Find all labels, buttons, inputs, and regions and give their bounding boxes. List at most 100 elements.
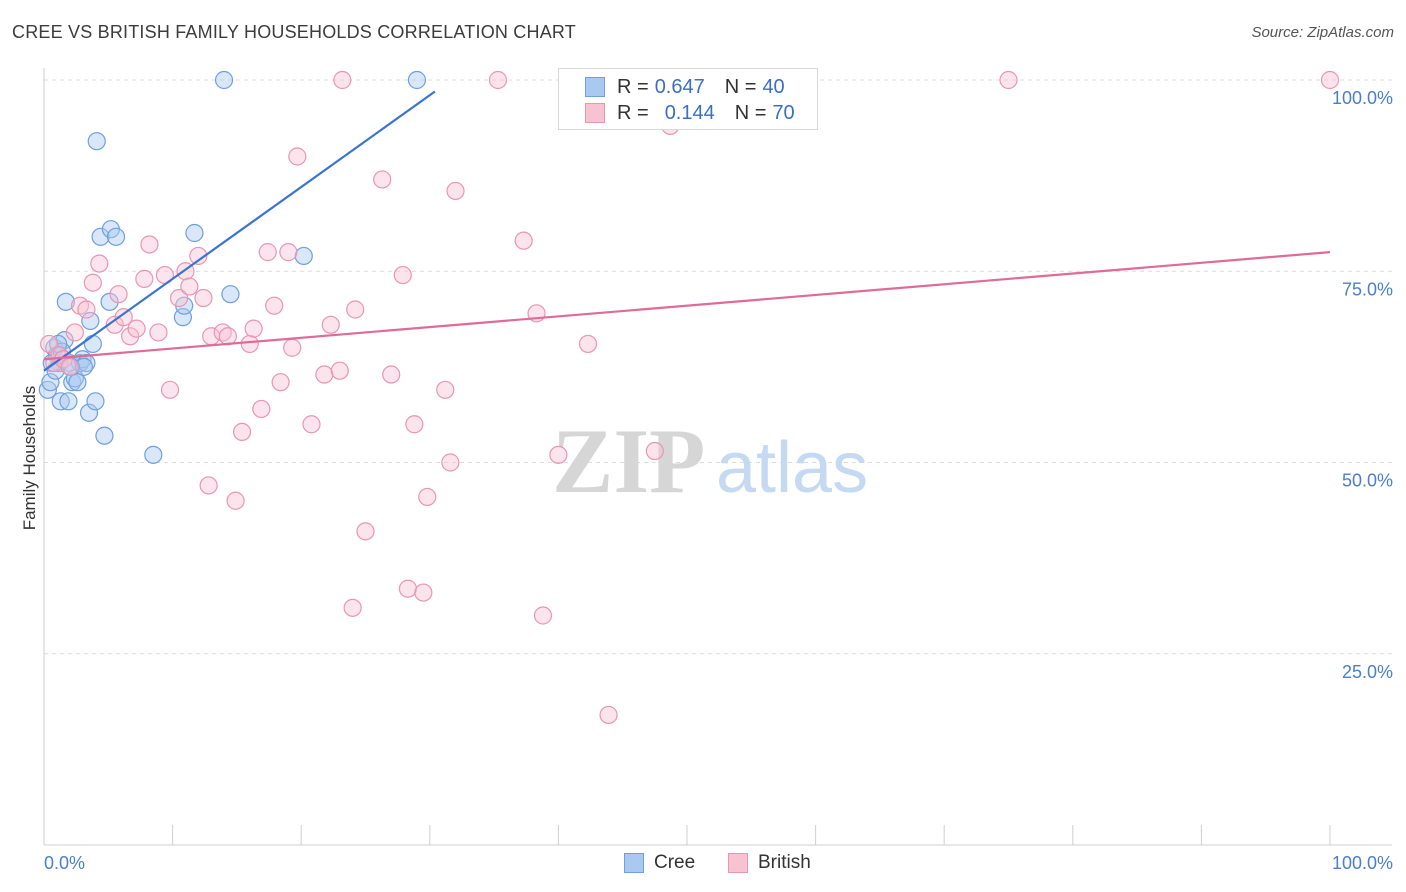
british-point xyxy=(232,422,252,441)
y-axis-label: Family Households xyxy=(20,385,39,531)
x-tick-label: 100.0% xyxy=(1332,853,1393,873)
data-points xyxy=(38,70,1340,725)
legend-row-cree: R = 0.647 N = 40 xyxy=(585,75,785,99)
british-point xyxy=(578,334,598,354)
british-point xyxy=(149,323,168,342)
cree-point xyxy=(144,445,163,464)
cree-point xyxy=(173,308,192,327)
n-label: N = xyxy=(734,101,767,124)
watermark-zip: ZIP xyxy=(552,410,705,512)
british-point xyxy=(194,288,213,308)
r-value: 0.647 xyxy=(654,75,705,98)
axes xyxy=(43,68,1392,846)
cree-point xyxy=(214,70,234,90)
cree-trend-line xyxy=(43,90,436,372)
british-point xyxy=(599,705,618,725)
cree-point xyxy=(51,392,70,411)
y-tick-label: 100.0% xyxy=(1332,88,1393,108)
cree-point xyxy=(185,223,204,243)
british-point xyxy=(405,415,424,434)
british-swatch xyxy=(728,853,748,873)
british-point xyxy=(252,399,271,419)
r-label: R = xyxy=(617,75,649,98)
r-label: R = xyxy=(617,101,649,124)
legend-item-cree[interactable]: Cree xyxy=(624,852,695,874)
british-point xyxy=(418,487,437,507)
british-point xyxy=(109,285,128,304)
british-point xyxy=(382,365,401,384)
british-point xyxy=(436,380,455,399)
chart-title: CREE VS BRITISH FAMILY HOUSEHOLDS CORREL… xyxy=(12,22,576,42)
british-point xyxy=(343,598,362,617)
british-point xyxy=(127,319,146,338)
cree-point xyxy=(407,70,427,90)
legend-label-cree: Cree xyxy=(654,852,696,873)
british-point xyxy=(315,365,334,384)
british-point xyxy=(140,235,159,254)
british-point xyxy=(226,491,245,510)
british-point xyxy=(441,453,460,472)
cree-point xyxy=(74,357,93,376)
british-point xyxy=(549,445,568,464)
cree-point xyxy=(68,373,87,392)
british-point xyxy=(333,70,352,90)
british-point xyxy=(446,181,465,201)
british-point xyxy=(160,380,180,399)
legend-label-british: British xyxy=(758,852,811,873)
gridlines xyxy=(44,79,1392,655)
british-point xyxy=(533,606,553,625)
cree-point xyxy=(294,246,313,266)
cree-point xyxy=(87,132,106,151)
british-point xyxy=(114,308,133,327)
british-trend-line xyxy=(43,251,1331,361)
cree-point xyxy=(106,227,126,246)
british-point xyxy=(645,441,664,461)
british-point xyxy=(279,243,298,262)
cree-point xyxy=(41,373,60,392)
british-point xyxy=(189,246,208,266)
y-tick-label: 25.0% xyxy=(1342,662,1393,682)
cree-point xyxy=(221,285,240,304)
y-tick-label: 50.0% xyxy=(1342,471,1393,491)
british-point xyxy=(65,323,84,342)
british-point xyxy=(218,327,237,346)
y-tick-label: 75.0% xyxy=(1342,279,1393,299)
tick-labels: 25.0% 50.0% 75.0% 100.0% 0.0% 100.0% xyxy=(44,88,1393,873)
british-point xyxy=(330,361,349,380)
correlation-legend: R = 0.647 N = 40 R = 0.144 N = 70 xyxy=(558,68,818,130)
series-legend: Cree British xyxy=(0,852,1406,876)
source-credit: Source: ZipAtlas.com xyxy=(1251,24,1394,41)
british-point xyxy=(240,334,259,354)
cree-point xyxy=(95,426,114,445)
legend-item-british[interactable]: British xyxy=(728,852,811,874)
british-point xyxy=(169,288,189,308)
british-point xyxy=(321,315,340,334)
british-point xyxy=(356,522,375,541)
cree-swatch xyxy=(624,853,644,873)
british-point xyxy=(283,338,302,357)
british-point xyxy=(180,277,199,296)
legend-row-british: R = 0.144 N = 70 xyxy=(585,101,795,125)
watermark-atlas: atlas xyxy=(716,428,868,508)
british-point xyxy=(83,273,102,292)
british-swatch xyxy=(585,103,605,123)
cree-point xyxy=(81,311,100,331)
british-point xyxy=(199,476,218,495)
n-label: N = xyxy=(724,75,757,98)
n-value: 40 xyxy=(762,75,785,98)
british-point xyxy=(346,300,365,319)
british-point xyxy=(488,70,508,90)
r-value: 0.144 xyxy=(664,101,715,124)
cree-point xyxy=(83,334,102,354)
british-point xyxy=(135,269,154,288)
british-point xyxy=(1320,70,1340,90)
british-point xyxy=(373,170,392,189)
cree-swatch xyxy=(585,77,605,97)
trend-lines xyxy=(43,90,1331,372)
cree-point xyxy=(79,403,99,422)
british-point xyxy=(288,147,307,166)
watermark: ZIP atlas xyxy=(552,410,868,512)
british-point xyxy=(514,231,533,250)
british-point xyxy=(60,357,79,376)
